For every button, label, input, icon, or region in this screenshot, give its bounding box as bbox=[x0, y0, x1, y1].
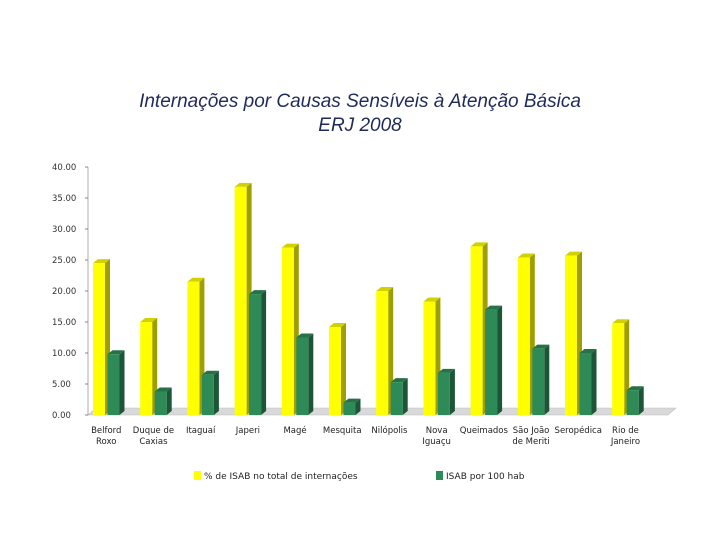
bar-top bbox=[187, 277, 205, 282]
bar bbox=[187, 281, 200, 415]
bar-top bbox=[201, 370, 219, 375]
legend-swatch bbox=[194, 471, 201, 480]
bar-top bbox=[93, 259, 110, 264]
legend-label: ISAB por 100 hab bbox=[446, 472, 525, 482]
bar bbox=[437, 372, 450, 415]
y-tick-label: 0.00 bbox=[52, 411, 71, 421]
bar-top bbox=[517, 253, 535, 258]
bar bbox=[281, 247, 294, 415]
bar-side bbox=[497, 305, 503, 415]
x-tick-label: Queimados bbox=[460, 426, 509, 436]
x-tick-label: Nilópolis bbox=[371, 425, 408, 436]
bar bbox=[329, 326, 341, 415]
bar bbox=[485, 309, 498, 415]
x-tick-label: Rio de Janeiro bbox=[610, 426, 640, 447]
y-tick-label: 25.00 bbox=[52, 256, 76, 266]
bar-top bbox=[329, 322, 346, 327]
y-tick-label: 5.00 bbox=[52, 380, 71, 390]
bar bbox=[154, 391, 167, 415]
bar-top bbox=[579, 349, 597, 353]
bar bbox=[234, 186, 247, 415]
bar-top bbox=[437, 368, 455, 373]
bar-top bbox=[423, 297, 441, 302]
x-tick-label: Itaguaí bbox=[186, 426, 216, 436]
y-tick-label: 20.00 bbox=[52, 287, 76, 297]
bar bbox=[249, 294, 262, 415]
bar bbox=[390, 382, 403, 415]
bar-top bbox=[390, 378, 408, 383]
bar-top bbox=[343, 398, 361, 403]
chart-title: Internações por Causas Sensíveis à Atenç… bbox=[0, 90, 720, 138]
chart-title-line-2: ERJ 2008 bbox=[318, 115, 402, 136]
x-tick-label: São João de Meriti bbox=[512, 426, 549, 447]
bar-side bbox=[591, 349, 597, 415]
y-tick-label: 30.00 bbox=[52, 225, 76, 235]
bar-side bbox=[119, 350, 125, 415]
bar-top bbox=[296, 333, 314, 338]
x-tick-label: Nova Iguaçu bbox=[422, 426, 451, 447]
bar-top bbox=[281, 243, 299, 248]
bar bbox=[579, 353, 592, 415]
x-tick-label: Belford Roxo bbox=[91, 426, 121, 447]
y-tick-label: 40.00 bbox=[52, 163, 76, 173]
legend-swatch bbox=[436, 471, 443, 480]
bar bbox=[201, 374, 214, 415]
bar-side bbox=[638, 386, 644, 415]
x-tick-label: Magé bbox=[283, 425, 306, 436]
bar-top bbox=[626, 386, 644, 391]
bar-top bbox=[249, 290, 267, 295]
bar-side bbox=[213, 370, 219, 415]
bar-top bbox=[376, 287, 394, 291]
bar bbox=[626, 390, 639, 415]
bar-top bbox=[485, 305, 503, 310]
chart-title-line-1: Internações por Causas Sensíveis à Atenç… bbox=[139, 91, 581, 112]
bar-side bbox=[544, 344, 550, 415]
bar-top bbox=[107, 350, 125, 355]
bar-side bbox=[449, 368, 455, 415]
bar-side bbox=[341, 322, 346, 415]
bar-top bbox=[565, 251, 582, 256]
bar-side bbox=[355, 398, 361, 415]
bar-side bbox=[402, 378, 408, 415]
bar-side bbox=[261, 290, 267, 415]
bar bbox=[532, 348, 545, 415]
bar bbox=[296, 337, 309, 415]
bar bbox=[140, 322, 153, 415]
bar bbox=[376, 291, 389, 415]
bar bbox=[107, 354, 120, 415]
y-tick-label: 10.00 bbox=[52, 349, 76, 359]
bar bbox=[517, 257, 530, 415]
bar bbox=[565, 255, 577, 415]
bar bbox=[93, 263, 105, 415]
y-tick-label: 15.00 bbox=[52, 318, 76, 328]
x-tick-label: Japeri bbox=[235, 426, 260, 436]
bar bbox=[423, 301, 436, 415]
y-tick-label: 35.00 bbox=[52, 194, 76, 204]
bar-top bbox=[612, 319, 630, 324]
bar bbox=[612, 323, 625, 415]
bar-side bbox=[308, 333, 314, 415]
bar bbox=[470, 246, 483, 415]
legend-label: % de ISAB no total de internações bbox=[204, 472, 358, 482]
x-tick-label: Mesquita bbox=[323, 426, 362, 436]
bar-top bbox=[234, 182, 252, 187]
bar-top bbox=[140, 318, 158, 322]
bar-top bbox=[470, 242, 488, 247]
bar-side bbox=[166, 387, 172, 415]
bar-top bbox=[154, 387, 172, 392]
x-tick-label: Duque de Caxias bbox=[133, 426, 174, 447]
bar-top bbox=[532, 344, 550, 349]
bar bbox=[343, 402, 356, 415]
x-tick-label: Seropédica bbox=[555, 425, 602, 436]
